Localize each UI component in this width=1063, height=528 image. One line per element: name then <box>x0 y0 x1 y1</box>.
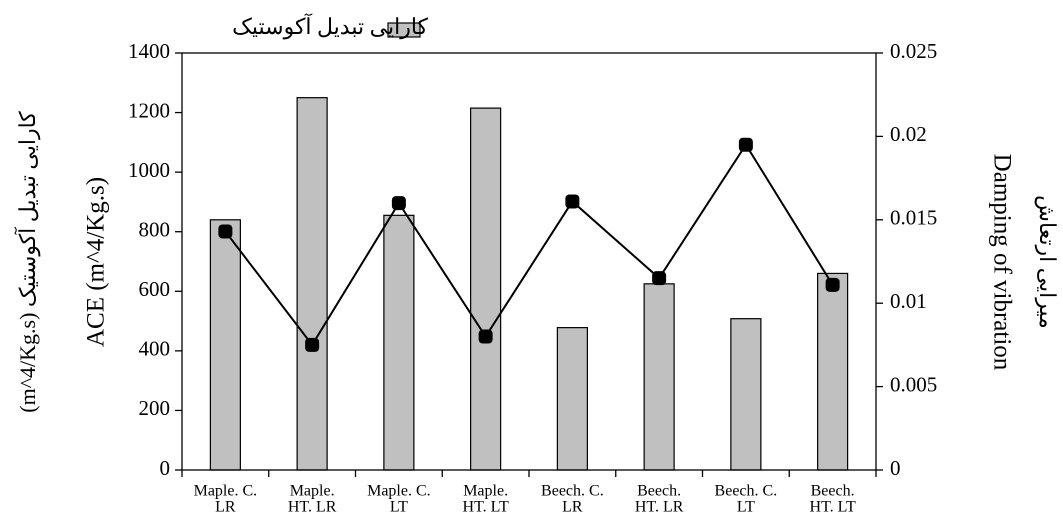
y-tick-label: 1200 <box>128 98 170 122</box>
legend-swatch <box>387 22 421 38</box>
x-tick-label: Maple. <box>290 483 335 500</box>
line-marker <box>305 337 320 352</box>
y-tick-label: 1000 <box>128 158 170 182</box>
bar <box>470 107 502 471</box>
y2-tick-label: 0.02 <box>890 122 927 146</box>
line-marker <box>565 194 580 209</box>
x-tick-label: Maple. C. <box>367 483 431 500</box>
bar <box>296 97 328 471</box>
y-tick-label: 400 <box>139 337 171 361</box>
bar <box>817 272 849 471</box>
x-tick-label: HT. LR <box>288 499 337 516</box>
y-tick-label: 200 <box>139 396 171 420</box>
y2-tick-label: 0 <box>890 456 901 480</box>
y2-tick-label: 0.01 <box>890 289 927 313</box>
x-tick-label: Beech. <box>637 483 681 500</box>
x-tick-label: Beech. C. <box>715 483 778 500</box>
y2-axis-title-fa: میرایی ارتعاش <box>1034 195 1060 329</box>
y-tick-label: 800 <box>139 218 171 242</box>
line-marker <box>652 271 667 286</box>
y-tick-label: 1400 <box>128 39 170 63</box>
y-tick-label: 0 <box>160 456 171 480</box>
y-axis-title-fa: (m^4/Kg.s) کارایی تبدیل آکوستیک <box>14 111 41 413</box>
x-tick-label: HT. LT <box>463 499 509 516</box>
line-marker <box>738 137 753 152</box>
x-tick-label: LR <box>215 499 236 516</box>
line-marker <box>478 329 493 344</box>
x-tick-label: Beech. <box>811 483 855 500</box>
x-tick-label: Maple. C. <box>194 483 258 500</box>
bar <box>730 318 762 471</box>
bar <box>383 214 415 471</box>
y2-tick-label: 0.015 <box>890 206 937 230</box>
plot-frame <box>181 52 877 471</box>
x-tick-label: Maple. <box>463 483 508 500</box>
bar <box>209 219 241 471</box>
x-tick-label: HT. LR <box>635 499 684 516</box>
line-marker <box>825 277 840 292</box>
bar <box>556 327 588 471</box>
legend-label: کارایی تبدیل آکوستیک <box>232 13 428 40</box>
y-axis-title: ACE (m^4/Kg.s) <box>83 177 110 347</box>
line-marker <box>218 224 233 239</box>
line <box>224 142 834 347</box>
y2-tick-label: 0.025 <box>890 39 937 63</box>
line-marker <box>391 196 406 211</box>
y2-axis-title: Damping of vibration <box>988 154 1015 371</box>
y-tick-label: 600 <box>139 277 171 301</box>
x-tick-label: LT <box>737 499 755 516</box>
x-tick-label: Beech. C. <box>541 483 604 500</box>
x-tick-label: LT <box>390 499 408 516</box>
bar <box>643 283 675 471</box>
y2-tick-label: 0.005 <box>890 372 937 396</box>
x-tick-label: HT. LT <box>810 499 856 516</box>
x-tick-label: LR <box>562 499 583 516</box>
